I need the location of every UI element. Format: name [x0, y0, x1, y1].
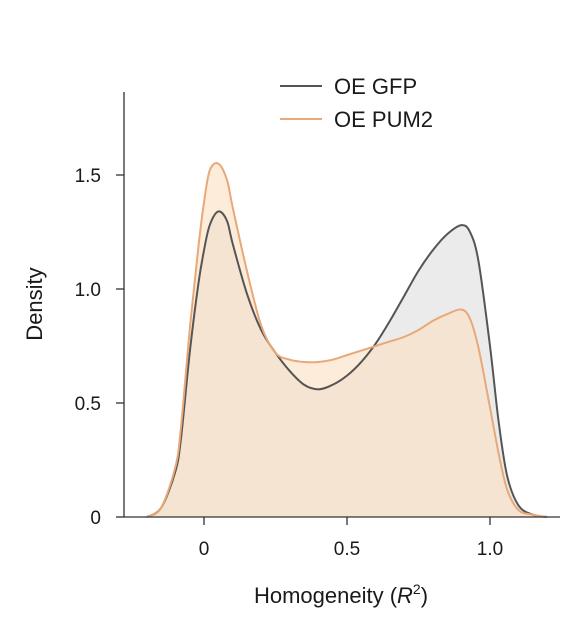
legend: OE GFP OE PUM2	[280, 74, 433, 132]
density-line-oe-gfp	[146, 210, 548, 518]
x-axis-title-text: Homogeneity (	[254, 583, 398, 608]
x-axis-title-sup: 2	[413, 581, 421, 597]
y-ticks: 0 0.5 1.0 1.5	[75, 166, 124, 529]
plot-areas	[146, 163, 548, 517]
x-axis-title-close: )	[421, 583, 428, 608]
x-tick-label: 0	[199, 539, 210, 560]
y-tick-label: 1.5	[75, 166, 101, 187]
legend-label-oe-pum2: OE PUM2	[334, 107, 433, 132]
density-area-oe-pum2	[146, 163, 548, 517]
legend-label-oe-gfp: OE GFP	[334, 74, 417, 99]
x-tick-label: 0.5	[334, 539, 360, 560]
plot-lines	[146, 162, 548, 518]
x-axis-title-var: R	[397, 583, 413, 608]
x-tick-label: 1.0	[477, 539, 503, 560]
y-tick-label: 1.0	[75, 280, 101, 301]
density-line-oe-pum2	[146, 162, 548, 518]
x-ticks: 0 0.5 1.0	[199, 517, 503, 560]
y-tick-label: 0.5	[75, 394, 101, 415]
y-tick-label: 0	[90, 508, 101, 529]
y-axis-title: Density	[22, 267, 47, 340]
x-axis-title: Homogeneity (R2)	[254, 581, 428, 608]
